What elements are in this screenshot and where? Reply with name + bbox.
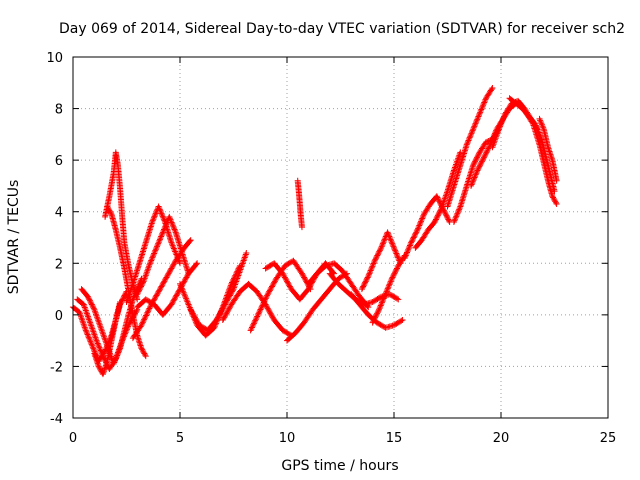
- chart-title: Day 069 of 2014, Sidereal Day-to-day VTE…: [59, 21, 625, 37]
- marker-trace: [358, 229, 404, 293]
- x-tick-label: 5: [176, 431, 184, 446]
- x-tick-label: 25: [600, 431, 617, 446]
- y-tick-labels: -4 -2 0 2 4 6 8 10: [46, 51, 63, 427]
- marker-trace: [294, 177, 305, 231]
- series-arc-ae: [536, 115, 560, 184]
- series-arc-m: [219, 280, 295, 339]
- plot-frame: [72, 56, 609, 419]
- series-arc-r: [305, 260, 372, 311]
- y-tick-label: 8: [55, 103, 63, 118]
- marker-trace: [444, 84, 496, 210]
- marker-trace: [401, 193, 453, 262]
- series-arc-q: [284, 270, 350, 344]
- series-arc-y: [444, 84, 496, 210]
- series-arc-d: [102, 149, 141, 303]
- x-axis-label: GPS time / hours: [281, 458, 398, 474]
- series-arc-v: [369, 252, 408, 326]
- marker-trace: [102, 149, 141, 303]
- marker-trace: [134, 260, 201, 318]
- y-tick-label: -4: [50, 412, 63, 427]
- series-arc-w: [401, 193, 453, 262]
- x-tick-label: 15: [386, 431, 403, 446]
- marker-trace: [369, 252, 408, 326]
- y-axis-label: SDTVAR / TECUs: [6, 180, 22, 295]
- series-arc-u: [358, 229, 404, 293]
- series-arc-t: [348, 291, 406, 331]
- series-arc-ad: [523, 110, 560, 207]
- x-tick-label: 20: [493, 431, 510, 446]
- series-arc-l: [187, 249, 250, 334]
- y-tick-label: 0: [55, 309, 63, 324]
- y-tick-label: 4: [55, 206, 63, 221]
- marker-trace: [412, 149, 464, 251]
- y-tick-label: 2: [55, 257, 63, 272]
- data-markers: [70, 84, 560, 378]
- marker-trace: [91, 298, 124, 378]
- marker-trace: [536, 115, 560, 184]
- marker-trace: [348, 291, 406, 331]
- series-arc-g: [123, 203, 183, 305]
- marker-trace: [523, 110, 560, 207]
- series-arc-x: [412, 149, 464, 251]
- marker-trace: [134, 213, 192, 298]
- axis-ticks: [72, 56, 609, 419]
- series-arc-j: [134, 260, 201, 318]
- y-tick-label: 10: [46, 51, 63, 66]
- marker-trace: [219, 280, 295, 339]
- y-tick-label: 6: [55, 154, 63, 169]
- series-arc-p: [294, 177, 305, 231]
- x-tick-label: 0: [69, 431, 77, 446]
- marker-trace: [123, 203, 183, 305]
- marker-trace: [305, 260, 372, 311]
- marker-trace: [187, 249, 250, 334]
- x-tick-label: 10: [279, 431, 296, 446]
- series-arc-f: [91, 298, 124, 378]
- x-tick-labels: 0 5 10 15 20 25: [69, 431, 616, 446]
- series-arc-h: [134, 213, 192, 298]
- marker-trace: [284, 270, 350, 344]
- y-tick-label: -2: [50, 360, 63, 375]
